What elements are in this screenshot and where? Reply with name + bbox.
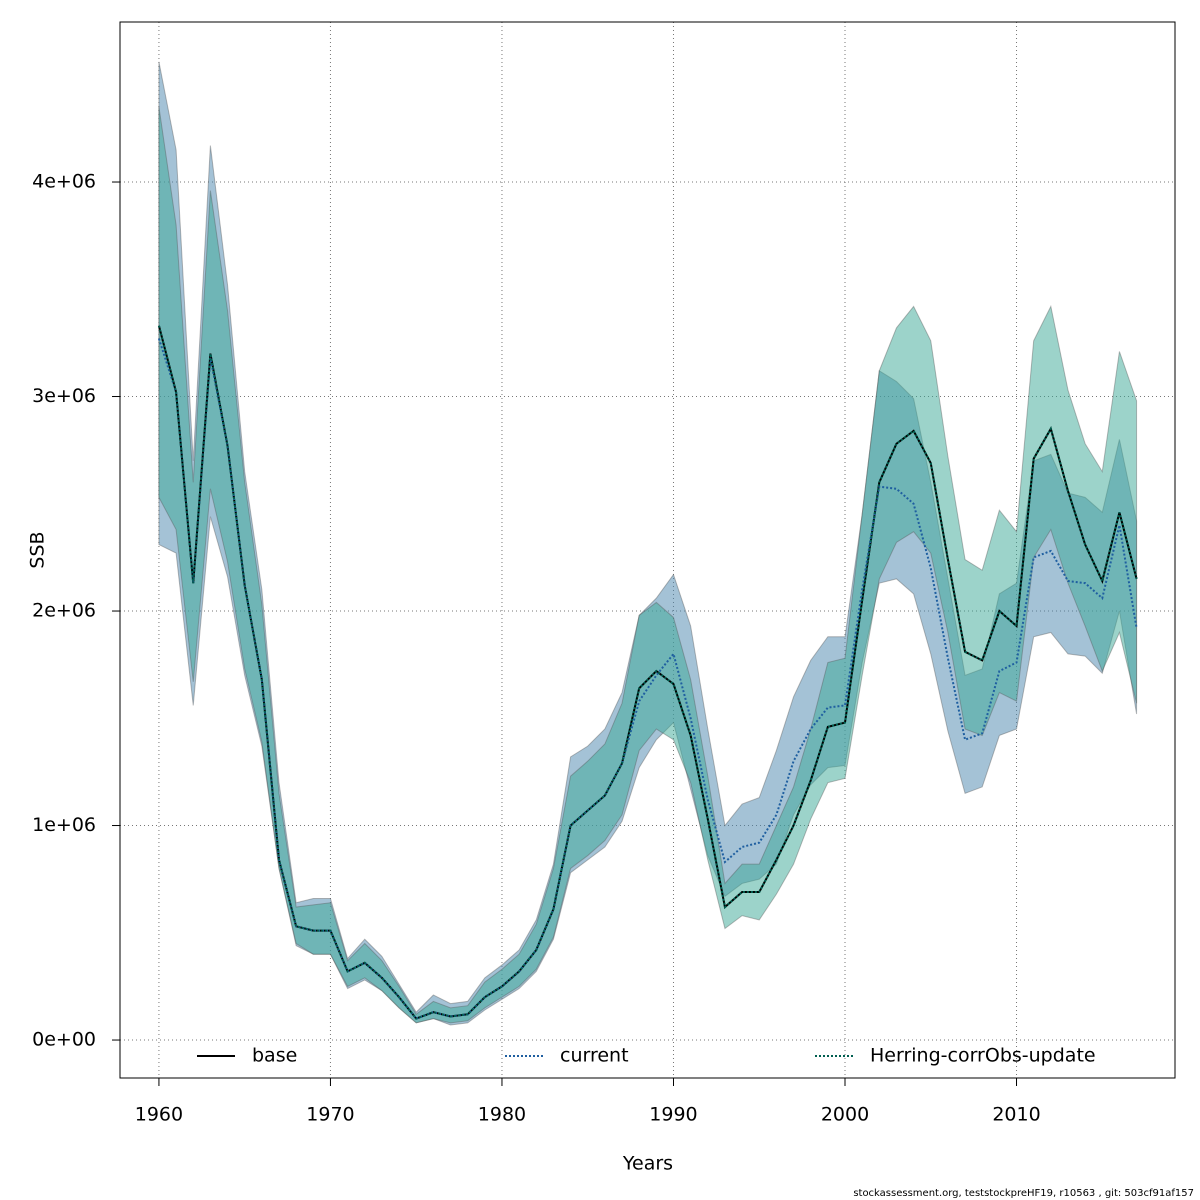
x-tick-label: 1990 [649, 1104, 697, 1126]
x-tick-label: 2010 [992, 1104, 1040, 1126]
x-tick-label: 2000 [821, 1104, 869, 1126]
x-tick-label: 1980 [478, 1104, 526, 1126]
y-tick-label: 0e+00 [32, 1029, 96, 1051]
y-tick-label: 2e+06 [32, 600, 96, 622]
footnote: stockassessment.org, teststockpreHF19, r… [853, 1188, 1194, 1199]
legend-label: Herring-corrObs-update [870, 1045, 1096, 1067]
plot-frame [119, 21, 1176, 1079]
legend-label: current [560, 1045, 629, 1067]
confidence-band [158, 106, 1138, 1024]
x-axis-label: Years [622, 1153, 673, 1175]
y-axis-label: SSB [27, 531, 49, 568]
legend-label: base [252, 1045, 297, 1067]
y-tick-label: 3e+06 [32, 385, 96, 407]
x-tick-label: 1960 [135, 1104, 183, 1126]
series-line [157, 325, 1138, 1020]
y-tick-label: 4e+06 [32, 171, 96, 193]
x-tick-label: 1970 [306, 1104, 354, 1126]
y-tick-label: 1e+06 [32, 814, 96, 836]
